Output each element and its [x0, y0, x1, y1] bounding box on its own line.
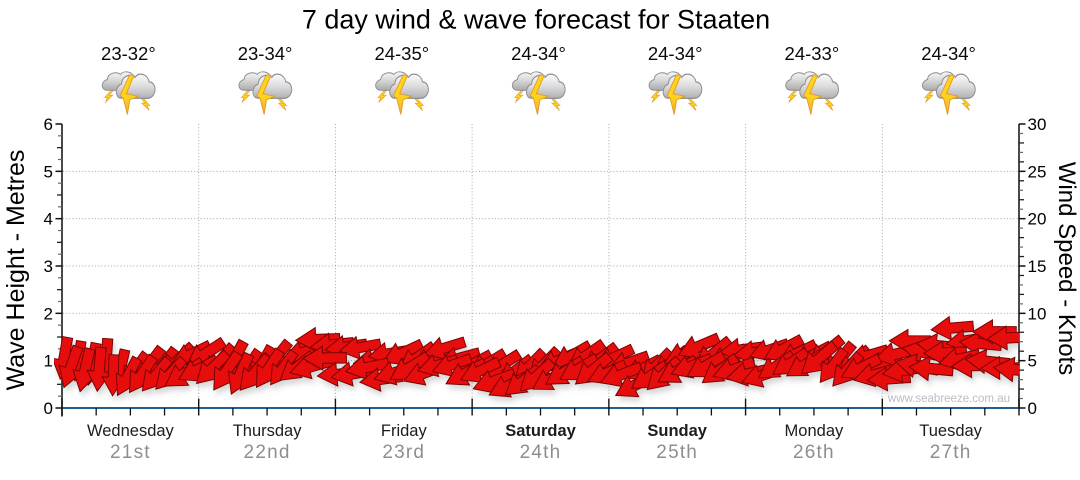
- svg-text:22nd: 22nd: [244, 442, 291, 463]
- svg-text:Saturday: Saturday: [505, 422, 576, 440]
- svg-text:4: 4: [44, 210, 53, 229]
- svg-text:25th: 25th: [656, 442, 698, 463]
- svg-text:1: 1: [44, 352, 53, 371]
- svg-text:Wednesday: Wednesday: [87, 422, 175, 440]
- svg-text:30: 30: [1028, 115, 1047, 134]
- svg-text:24-34°: 24-34°: [511, 43, 566, 64]
- svg-text:21st: 21st: [110, 442, 151, 463]
- svg-text:24-35°: 24-35°: [374, 43, 429, 64]
- svg-text:Tuesday: Tuesday: [919, 422, 982, 440]
- svg-text:5: 5: [44, 162, 53, 181]
- svg-text:www.seabreeze.com.au: www.seabreeze.com.au: [887, 393, 1010, 405]
- svg-text:Wind Speed - Knots: Wind Speed - Knots: [1053, 162, 1080, 375]
- svg-text:24-34°: 24-34°: [921, 43, 976, 64]
- svg-text:3: 3: [44, 257, 53, 276]
- svg-text:23rd: 23rd: [382, 442, 425, 463]
- svg-text:24th: 24th: [520, 442, 562, 463]
- svg-text:23-34°: 23-34°: [238, 43, 293, 64]
- svg-text:10: 10: [1028, 304, 1047, 323]
- svg-text:Monday: Monday: [785, 422, 844, 440]
- svg-text:Wave Height - Metres: Wave Height - Metres: [2, 150, 30, 391]
- svg-text:Friday: Friday: [381, 422, 428, 440]
- svg-text:7 day wind & wave forecast for: 7 day wind & wave forecast for Staaten: [302, 5, 770, 35]
- svg-text:20: 20: [1028, 210, 1047, 229]
- svg-text:Sunday: Sunday: [647, 422, 707, 440]
- svg-text:6: 6: [44, 115, 53, 134]
- svg-text:24-34°: 24-34°: [648, 43, 703, 64]
- svg-text:27th: 27th: [930, 442, 972, 463]
- svg-text:5: 5: [1028, 352, 1037, 371]
- svg-text:26th: 26th: [793, 442, 835, 463]
- svg-text:0: 0: [1028, 399, 1037, 418]
- svg-text:Thursday: Thursday: [233, 422, 303, 440]
- svg-text:15: 15: [1028, 257, 1047, 276]
- svg-text:2: 2: [44, 304, 53, 323]
- svg-text:24-33°: 24-33°: [785, 43, 840, 64]
- svg-text:25: 25: [1028, 162, 1047, 181]
- svg-text:0: 0: [44, 399, 53, 418]
- svg-text:23-32°: 23-32°: [101, 43, 156, 64]
